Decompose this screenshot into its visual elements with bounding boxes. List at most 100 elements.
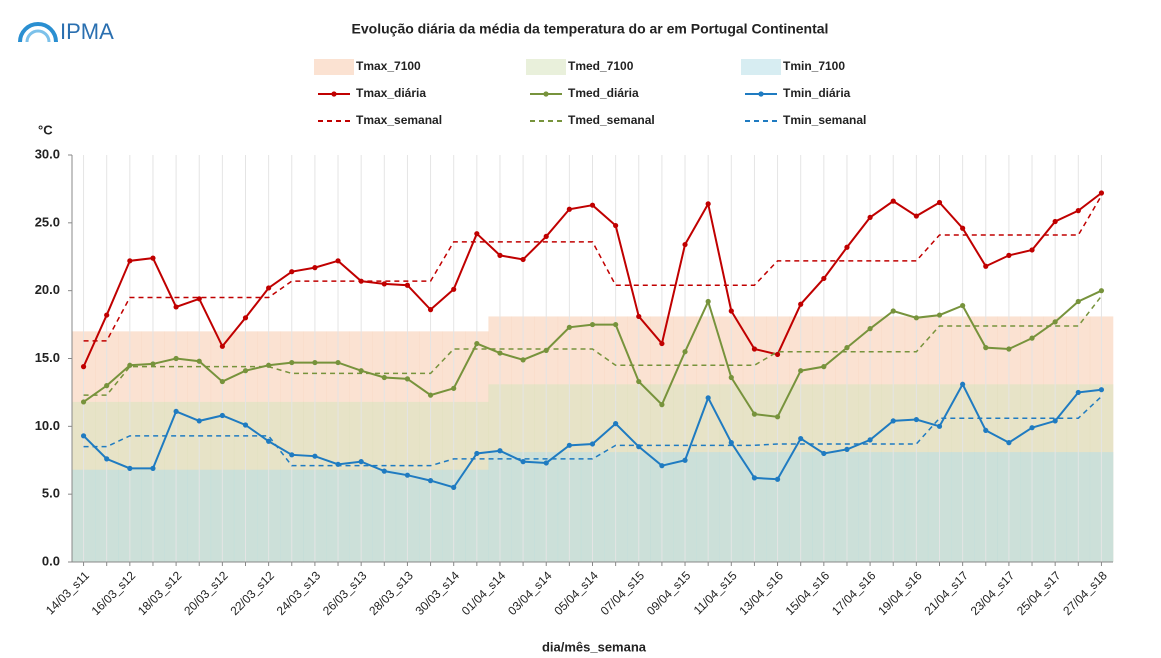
x-tick-label: 25/04_s17 bbox=[1014, 568, 1064, 618]
x-tick-label: 28/03_s13 bbox=[366, 568, 416, 618]
daily-marker bbox=[983, 263, 989, 269]
chart-title: Evolução diária da média da temperatura … bbox=[352, 21, 829, 37]
daily-marker bbox=[520, 459, 526, 465]
daily-marker bbox=[427, 478, 434, 484]
daily-marker bbox=[1029, 425, 1035, 431]
legend-label: Tmin_semanal bbox=[783, 113, 866, 127]
daily-marker bbox=[497, 252, 503, 258]
legend-label: Tmed_semanal bbox=[568, 113, 655, 127]
daily-marker bbox=[682, 349, 688, 355]
daily-marker bbox=[659, 340, 665, 347]
x-tick-label: 11/04_s15 bbox=[691, 568, 740, 617]
daily-marker bbox=[659, 402, 665, 408]
daily-marker bbox=[196, 358, 202, 364]
daily-marker bbox=[821, 450, 827, 457]
daily-marker bbox=[913, 213, 919, 219]
daily-marker bbox=[1006, 252, 1012, 258]
daily-marker bbox=[381, 468, 387, 474]
daily-marker bbox=[289, 359, 295, 366]
x-axis-label: dia/mês_semana bbox=[542, 639, 647, 654]
daily-marker bbox=[474, 340, 480, 347]
daily-marker bbox=[936, 199, 943, 206]
daily-marker bbox=[613, 421, 619, 427]
legend-marker bbox=[331, 91, 337, 97]
daily-marker bbox=[613, 321, 619, 328]
daily-marker bbox=[451, 484, 457, 490]
daily-marker bbox=[936, 423, 943, 429]
daily-marker bbox=[936, 312, 943, 318]
daily-marker bbox=[104, 383, 110, 389]
legend-label: Tmin_7100 bbox=[783, 59, 845, 73]
daily-marker bbox=[960, 302, 966, 309]
legend-label: Tmax_diária bbox=[356, 86, 426, 100]
daily-marker bbox=[404, 472, 411, 478]
daily-marker bbox=[566, 324, 572, 330]
daily-marker bbox=[1052, 319, 1058, 325]
daily-marker bbox=[173, 304, 179, 310]
x-tick-label: 03/04_s14 bbox=[505, 568, 555, 618]
daily-marker bbox=[520, 256, 526, 263]
daily-marker bbox=[751, 411, 758, 417]
daily-marker bbox=[867, 437, 873, 443]
x-tick-label: 17/04_s16 bbox=[829, 568, 879, 618]
plot-area bbox=[72, 155, 1114, 562]
weekly-line bbox=[83, 395, 1102, 467]
y-tick-label: 30.0 bbox=[35, 146, 60, 161]
daily-marker bbox=[242, 368, 249, 374]
x-tick-label: 14/03_s11 bbox=[43, 568, 92, 617]
daily-marker bbox=[312, 453, 318, 459]
x-tick-label: 26/03_s13 bbox=[320, 568, 370, 618]
daily-marker bbox=[705, 201, 711, 207]
weekly-line bbox=[83, 195, 1103, 342]
daily-marker bbox=[659, 463, 665, 469]
daily-marker bbox=[150, 361, 156, 367]
legend-label: Tmax_semanal bbox=[356, 113, 442, 127]
daily-marker bbox=[589, 202, 596, 208]
daily-marker bbox=[404, 282, 411, 288]
daily-marker bbox=[983, 427, 989, 434]
legend-marker bbox=[758, 91, 764, 97]
daily-marker bbox=[381, 281, 387, 287]
daily-marker bbox=[80, 399, 87, 405]
daily-marker bbox=[104, 456, 110, 462]
daily-marker bbox=[127, 465, 133, 471]
x-tick-label: 07/04_s15 bbox=[598, 568, 648, 618]
x-tick-label: 13/04_s16 bbox=[736, 568, 786, 618]
daily-marker bbox=[774, 351, 781, 358]
daily-marker bbox=[890, 308, 896, 314]
daily-marker bbox=[821, 275, 827, 282]
daily-marker bbox=[242, 315, 249, 321]
daily-marker bbox=[358, 368, 364, 374]
daily-marker bbox=[289, 452, 295, 458]
daily-marker bbox=[1006, 440, 1012, 446]
daily-marker bbox=[1098, 190, 1105, 196]
daily-marker bbox=[1029, 247, 1035, 253]
daily-marker bbox=[219, 412, 225, 419]
legend-swatch bbox=[314, 59, 354, 75]
y-tick-label: 15.0 bbox=[35, 350, 60, 365]
x-tick-label: 18/03_s12 bbox=[135, 568, 185, 618]
daily-marker bbox=[613, 222, 619, 229]
daily-marker bbox=[728, 374, 734, 381]
daily-marker bbox=[566, 206, 572, 212]
daily-marker bbox=[474, 450, 480, 457]
daily-marker bbox=[404, 376, 411, 382]
x-tick-label: 20/03_s12 bbox=[181, 568, 231, 618]
daily-marker bbox=[983, 345, 989, 351]
daily-marker bbox=[427, 307, 434, 313]
daily-marker bbox=[821, 364, 827, 370]
daily-marker bbox=[173, 408, 179, 415]
daily-marker bbox=[127, 258, 133, 264]
daily-marker bbox=[1006, 346, 1012, 352]
daily-marker bbox=[474, 231, 480, 237]
daily-marker bbox=[1075, 208, 1081, 214]
daily-marker bbox=[381, 374, 387, 381]
daily-marker bbox=[543, 460, 549, 466]
daily-marker bbox=[127, 362, 133, 368]
x-tick-label: 30/03_s14 bbox=[413, 568, 463, 618]
daily-marker bbox=[890, 198, 896, 204]
legend-label: Tmed_7100 bbox=[568, 59, 634, 73]
x-tick-label: 09/04_s15 bbox=[644, 568, 694, 618]
daily-marker bbox=[867, 326, 873, 332]
weekly-line bbox=[83, 295, 1103, 396]
